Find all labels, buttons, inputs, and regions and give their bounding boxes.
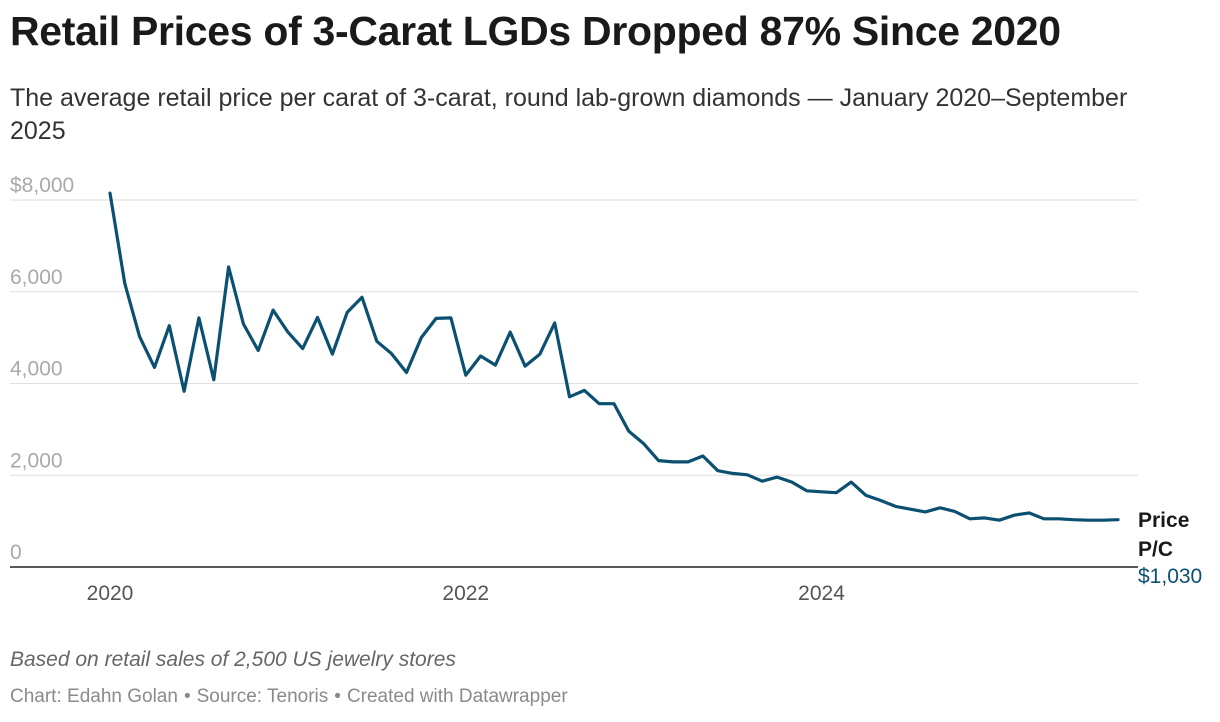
y-tick-label: 0 [10,541,22,564]
chart-note: Based on retail sales of 2,500 US jewelr… [10,648,456,671]
x-tick-label: 2024 [798,582,845,605]
series-line-price-pc [108,191,1120,522]
credit-source: Source: Tenoris [196,686,329,707]
y-tick-label: 4,000 [10,358,63,381]
chart-credits: Chart: Edahn Golan • Source: Tenoris • Creat… [10,686,568,708]
y-tick-label: $8,000 [10,174,74,197]
credit-separator: • [334,686,341,707]
series-last-value-label: $1,030 [1138,565,1202,588]
x-tick-label: 2022 [442,582,489,605]
chart-subtitle: The average retail price per carat of 3-… [10,84,1128,145]
credit-tool: Created with Datawrapper [346,686,568,707]
series-label-line2: P/C [1138,538,1173,561]
y-tick-label: 2,000 [10,449,63,472]
y-tick-label: 6,000 [10,266,63,289]
x-tick-label: 2020 [87,582,134,605]
credit-author: Chart: Edahn Golan [10,686,178,707]
series-label-line1: Price [1138,509,1189,532]
chart-title: Retail Prices of 3-Carat LGDs Dropped 87… [10,8,1061,54]
credit-separator: • [183,686,191,707]
